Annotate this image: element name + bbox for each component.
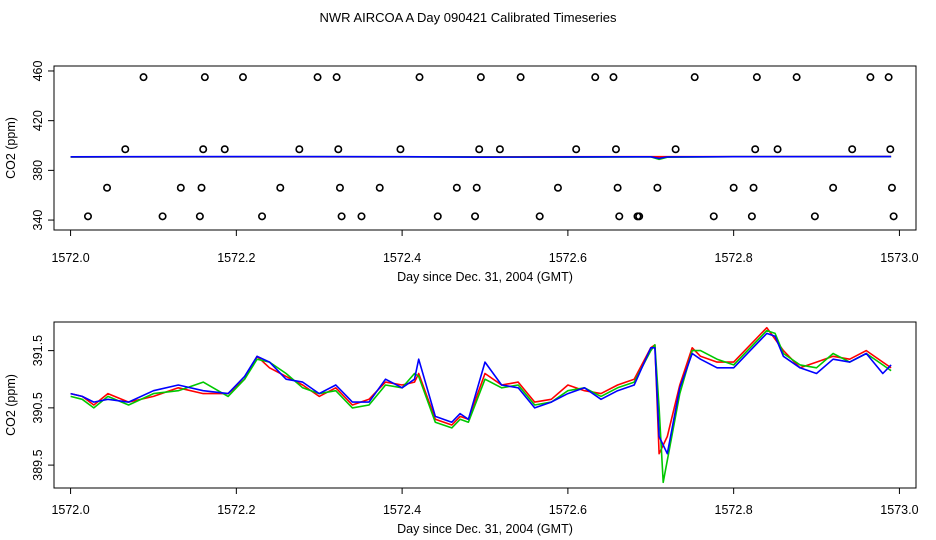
scatter-point [200, 73, 209, 82]
scatter-point [238, 73, 247, 82]
scatter-point [671, 145, 680, 154]
scatter-point [334, 145, 343, 154]
scatter-point [258, 212, 267, 221]
scatter-point [866, 73, 875, 82]
series-line-3 [70, 155, 892, 160]
scatter-point [653, 183, 662, 192]
scatter-point [810, 212, 819, 221]
scatter-point [749, 183, 758, 192]
scatter-point [433, 212, 442, 221]
y-tick-label: 340 [31, 210, 45, 231]
y-axis-bottom: 389.5 390.5 391.5 [31, 335, 54, 481]
scatter-point [103, 183, 112, 192]
scatter-point [396, 145, 405, 154]
x-tick-label: 1573.0 [880, 251, 918, 265]
scatter-point [889, 212, 898, 221]
scatter-point [337, 212, 346, 221]
scatter-point [752, 73, 761, 82]
scatter-point [471, 212, 480, 221]
y-tick-label: 460 [31, 60, 45, 81]
scatter-point [886, 145, 895, 154]
y-tick-label: 391.5 [31, 335, 45, 366]
series-line-2 [70, 329, 892, 484]
scatter-point [158, 212, 167, 221]
scatter-point [475, 145, 484, 154]
y-axis-label-top: CO2 (ppm) [4, 117, 18, 179]
scatter-point [615, 212, 624, 221]
series-lines-bottom [70, 326, 892, 484]
scatter-point [121, 145, 130, 154]
y-tick-label: 390.5 [31, 392, 45, 423]
x-tick-label: 1572.6 [549, 251, 587, 265]
scatter-point [535, 212, 544, 221]
chart-bottom: 389.5 390.5 391.5 1572.0 1572.2 1572.4 1572.6… [4, 321, 919, 536]
x-tick-label: 1572.2 [217, 503, 255, 517]
scatter-point [220, 145, 229, 154]
scatter-point [472, 183, 481, 192]
scatter-point [415, 73, 424, 82]
scatter-point [313, 73, 322, 82]
scatter-point [690, 73, 699, 82]
scatter-point [495, 145, 504, 154]
plot-frame-top [53, 65, 917, 231]
scatter-point [375, 183, 384, 192]
y-tick-label: 389.5 [31, 449, 45, 480]
scatter-point [591, 73, 600, 82]
x-axis-top: 1572.0 1572.2 1572.4 1572.6 1572.8 1573.0 [51, 230, 919, 265]
x-tick-label: 1572.4 [383, 503, 421, 517]
scatter-point [276, 183, 285, 192]
scatter-point [176, 183, 185, 192]
x-axis-bottom: 1572.0 1572.2 1572.4 1572.6 1572.8 1573.0 [51, 488, 919, 517]
scatter-points-top [83, 73, 898, 221]
x-tick-label: 1572.2 [217, 251, 255, 265]
scatter-point [609, 73, 618, 82]
scatter-point [195, 212, 204, 221]
scatter-point [332, 73, 341, 82]
x-tick-label: 1572.0 [51, 251, 89, 265]
scatter-point [635, 212, 644, 221]
scatter-point [884, 73, 893, 82]
x-tick-label: 1572.0 [51, 503, 89, 517]
scatter-point [295, 145, 304, 154]
scatter-point [792, 73, 801, 82]
scatter-point [773, 145, 782, 154]
scatter-point [197, 183, 206, 192]
series-line-3 [70, 332, 892, 455]
x-tick-label: 1573.0 [880, 503, 918, 517]
scatter-point [729, 183, 738, 192]
scatter-point [613, 183, 622, 192]
x-axis-label-top: Day since Dec. 31, 2004 (GMT) [397, 270, 573, 284]
scatter-point [553, 183, 562, 192]
scatter-point [335, 183, 344, 192]
scatter-point [572, 145, 581, 154]
x-tick-label: 1572.6 [549, 503, 587, 517]
scatter-point [357, 212, 366, 221]
scatter-point [83, 212, 92, 221]
x-tick-label: 1572.8 [715, 251, 753, 265]
scatter-point [829, 183, 838, 192]
scatter-point [199, 145, 208, 154]
x-axis-label-bottom: Day since Dec. 31, 2004 (GMT) [397, 522, 573, 536]
scatter-point [751, 145, 760, 154]
x-tick-label: 1572.4 [383, 251, 421, 265]
series-lines-top [70, 155, 892, 161]
plot-frame-bottom [53, 321, 917, 489]
scatter-point [848, 145, 857, 154]
scatter-point [452, 183, 461, 192]
y-tick-label: 380 [31, 160, 45, 181]
scatter-point [611, 145, 620, 154]
x-tick-label: 1572.8 [715, 503, 753, 517]
y-axis-top: 340 380 420 460 [31, 60, 54, 230]
page-title: NWR AIRCOA A Day 090421 Calibrated Times… [320, 10, 617, 25]
scatter-point [709, 212, 718, 221]
scatter-point [476, 73, 485, 82]
scatter-point [139, 73, 148, 82]
scatter-point [887, 183, 896, 192]
y-axis-label-bottom: CO2 (ppm) [4, 374, 18, 436]
scatter-point [516, 73, 525, 82]
scatter-point [747, 212, 756, 221]
y-tick-label: 420 [31, 110, 45, 131]
